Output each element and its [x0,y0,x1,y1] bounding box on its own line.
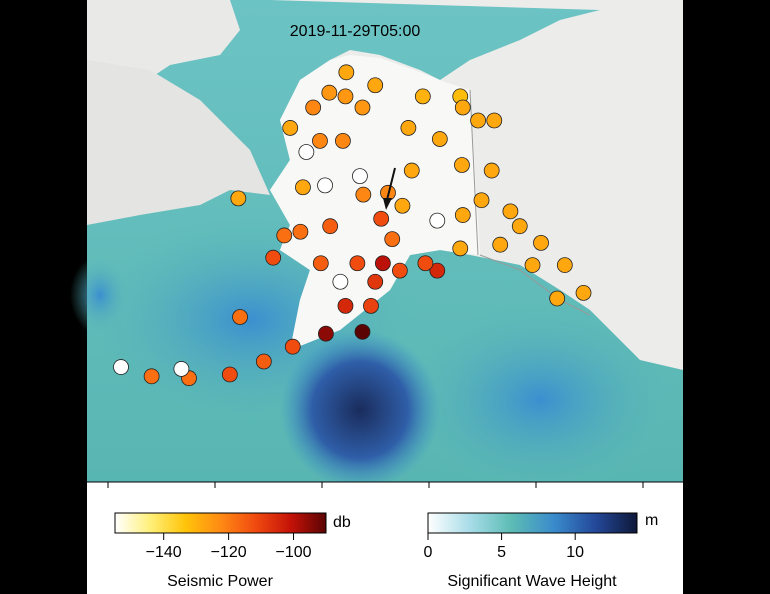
station [276,227,293,244]
station [335,132,351,149]
station [284,338,301,355]
station [483,162,500,179]
station [452,240,469,257]
station [391,262,408,279]
timestamp: 2019-11-29T05:00 [290,23,421,40]
colorbar-tick-label: −100 [276,544,312,561]
colorbar-title: Seismic Power [167,573,273,590]
station [486,112,503,129]
station [431,131,448,147]
station [337,88,354,105]
station [470,112,486,129]
station [373,210,390,227]
station [173,361,190,377]
station [113,359,129,375]
station [575,285,592,301]
colorbar-tick-label: 10 [566,544,584,561]
station [414,88,431,105]
station [312,255,329,272]
land-chukotka [87,60,270,225]
station [454,157,470,173]
station [429,212,446,229]
station [492,236,509,253]
station [318,325,334,342]
station [321,84,338,101]
wave-colorbar [427,512,638,534]
station [349,255,366,272]
station [305,99,322,116]
seismic-colorbar [114,512,327,534]
colorbar-unit: db [333,514,351,531]
station [363,297,379,314]
station [317,177,333,194]
legend-area [87,482,683,594]
station [298,144,315,160]
station [352,168,368,185]
station [394,197,411,214]
station [417,255,434,272]
station [354,99,371,116]
land-alaska [270,55,480,350]
wave-field [400,300,680,500]
station [473,192,490,209]
arrow [386,167,396,201]
station [232,309,248,325]
station [337,297,354,314]
station [367,273,384,290]
station [292,223,309,240]
station [230,190,247,207]
station [511,218,528,235]
station [429,262,446,279]
station [524,257,541,274]
station [556,257,573,274]
station [355,186,372,203]
station [403,162,420,179]
station [295,179,311,196]
station [384,231,401,248]
station [312,132,328,149]
colorbar-unit: m [645,512,658,529]
station [265,249,282,266]
stations [113,64,592,387]
arrow-head [383,198,392,210]
station [332,273,349,290]
colorbar-tick-label: −140 [146,544,182,561]
station [221,366,238,383]
station [282,120,299,136]
station [549,290,566,307]
station [400,120,417,136]
wave-field [70,255,130,335]
station [454,99,471,116]
station [454,207,471,223]
station [255,353,272,370]
station [143,368,160,385]
station [533,234,549,251]
colorbar-tick-label: −120 [211,544,247,561]
station [322,218,339,235]
station [502,203,519,220]
colorbar-tick-label: 0 [424,544,433,561]
colorbar-tick-label: 5 [497,544,506,561]
station [374,255,391,272]
station [338,64,355,81]
colorbar-title: Significant Wave Height [447,573,617,590]
station [367,77,384,94]
station [354,323,371,340]
land [87,0,240,85]
border [479,254,591,316]
wave-field [280,330,440,490]
